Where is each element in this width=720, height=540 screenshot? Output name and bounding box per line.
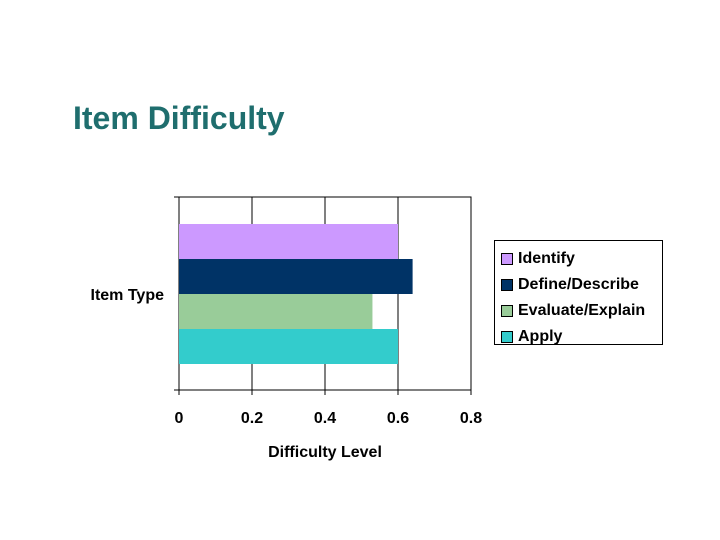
chart-legend: Identify Define/Describe Evaluate/Explain A…: [494, 240, 663, 345]
x-tick-label: 0.4: [314, 410, 336, 427]
legend-label: Define/Describe: [518, 276, 639, 293]
x-tick-label: 0.8: [460, 410, 482, 427]
x-tick-labels: 0 0.2 0.4 0.6 0.8: [175, 410, 483, 427]
legend-item: Identify: [501, 246, 662, 272]
legend-label: Apply: [518, 328, 563, 345]
axis-ticks: [174, 196, 472, 395]
legend-swatch: [501, 305, 513, 317]
legend-item: Apply: [501, 324, 662, 350]
bar-identify: [179, 224, 398, 259]
x-tick-label: 0.6: [387, 410, 409, 427]
x-axis-title: Difficulty Level: [268, 444, 382, 461]
x-tick-label: 0.2: [241, 410, 263, 427]
bar-apply: [179, 329, 398, 364]
bar-evaluate-explain: [179, 294, 373, 329]
legend-item: Evaluate/Explain: [501, 298, 662, 324]
legend-item: Define/Describe: [501, 272, 662, 298]
legend-label: Evaluate/Explain: [518, 302, 646, 319]
slide-title: Item Difficulty: [73, 100, 285, 136]
category-label-item-type: Item Type: [91, 287, 165, 304]
x-tick-label: 0: [175, 410, 184, 427]
legend-swatch: [501, 279, 513, 291]
legend-label: Identify: [518, 250, 575, 267]
legend-swatch: [501, 253, 513, 265]
bars: [179, 224, 413, 364]
bar-define-describe: [179, 259, 413, 294]
legend-swatch: [501, 331, 513, 343]
